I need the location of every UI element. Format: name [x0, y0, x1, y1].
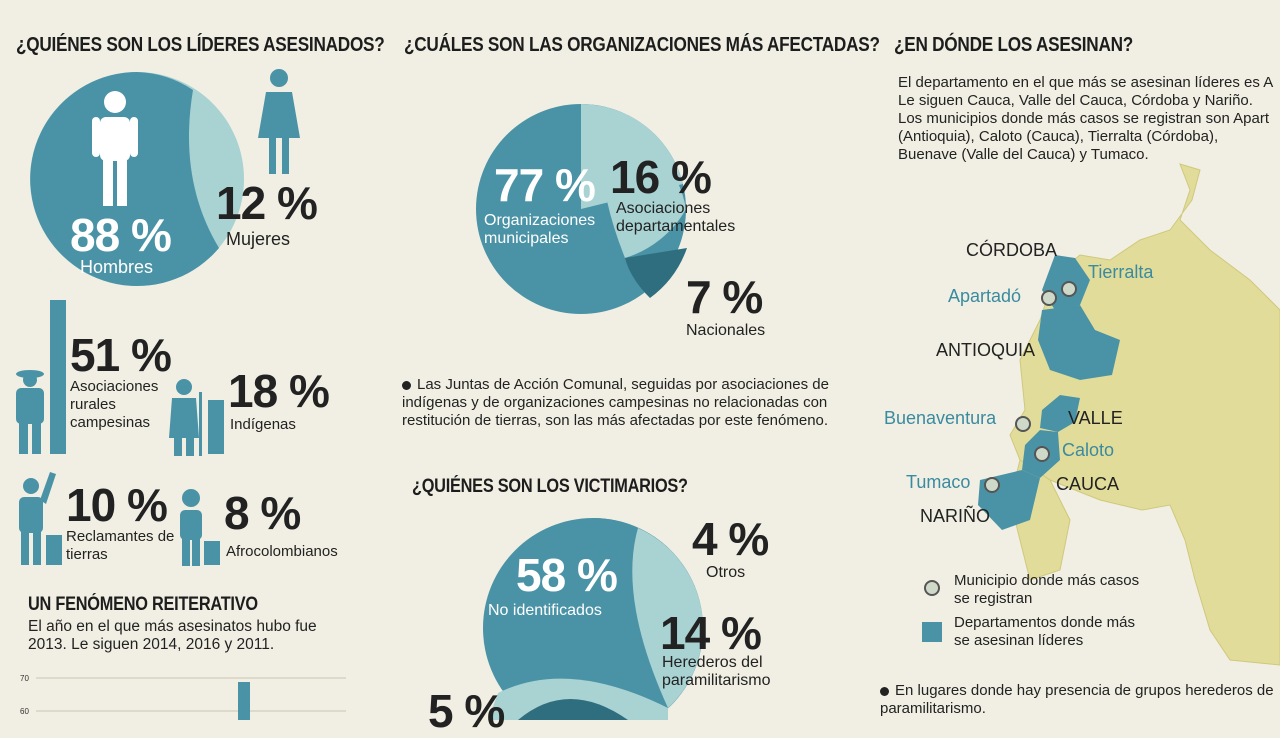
rural-label: Asociaciones rurales campesinas: [70, 378, 159, 431]
trend-title: UN FENÓMENO REITERATIVO: [28, 594, 258, 615]
noid-label: No identificados: [488, 602, 602, 619]
ytick-70: 70: [20, 674, 29, 683]
orgs-note: Las Juntas de Acción Comunal, seguidas p…: [402, 376, 860, 430]
hered-pct: 14 %: [660, 607, 762, 659]
map-note-text: En lugares donde hay presencia de grupos…: [880, 682, 1274, 717]
cordoba-label: CÓRDOBA: [966, 240, 1058, 260]
indig-bar: [208, 400, 224, 454]
reclam-pct: 10 %: [66, 479, 168, 531]
vict-title: ¿QUIÉNES SON LOS VICTIMARIOS?: [412, 476, 688, 497]
legend-square-icon: [922, 622, 942, 642]
noid-pct: 58 %: [516, 549, 618, 601]
indigenous-icon: [169, 379, 202, 456]
bar-2013: [238, 682, 250, 720]
map-note: En lugares donde hay presencia de grupos…: [880, 682, 1280, 718]
afro-bar: [204, 541, 220, 565]
mun-label: Organizaciones municipales: [484, 212, 596, 247]
afro-pct: 8 %: [224, 487, 301, 539]
claimant-icon: [19, 472, 56, 565]
trend-chart: 70 60: [20, 674, 346, 720]
valle-label: VALLE: [1068, 408, 1123, 428]
vict-pie: [483, 518, 703, 720]
indig-label: Indígenas: [230, 416, 296, 433]
legend-mun: Municipio donde más casos se registran: [954, 572, 1140, 607]
hered-label: Herederos del paramilitarismo: [662, 654, 771, 689]
men-pct: 88 %: [70, 209, 172, 261]
nac-label: Nacionales: [686, 322, 766, 339]
rural-pct: 51 %: [70, 329, 172, 381]
afro-label: Afrocolombianos: [226, 543, 338, 560]
national-slice: [625, 248, 687, 298]
orgs-note-text: Las Juntas de Acción Comunal, seguidas p…: [402, 376, 829, 429]
apartado-label: Apartadó: [948, 286, 1022, 306]
farmer-icon: [16, 370, 44, 454]
women-pct: 12 %: [216, 177, 318, 229]
man-icon: [92, 91, 138, 206]
where-text: El departamento en el que más se asesina…: [898, 74, 1273, 163]
apartado-dot: [1041, 290, 1057, 306]
legend-dep: Departamentos donde más se asesinan líde…: [954, 614, 1135, 649]
nac-pct: 7 %: [686, 271, 763, 323]
mun-pct: 77 %: [494, 159, 596, 211]
dep-label: Asociaciones departamentales: [616, 200, 736, 235]
ytick-60: 60: [20, 707, 29, 716]
orgs-pie: [476, 104, 687, 314]
valle-dept: [1040, 395, 1080, 432]
reclam-bar: [46, 535, 62, 565]
colombia-map: [978, 163, 1280, 666]
otros-pct: 4 %: [692, 513, 769, 565]
narino-label: NARIÑO: [920, 506, 991, 526]
antioquia-dept: [1038, 305, 1120, 380]
men-label: Hombres: [80, 257, 154, 277]
rural-bar: [50, 300, 66, 454]
antioquia-label: ANTIOQUIA: [936, 340, 1036, 360]
caloto-dot: [1034, 446, 1050, 462]
otros-label: Otros: [706, 564, 746, 581]
bullet-icon: [402, 380, 411, 390]
trend-text: El año en el que más asesinatos hubo fue…: [28, 618, 317, 653]
leaders-title: ¿QUIÉNES SON LOS LÍDERES ASESINADOS?: [16, 34, 385, 56]
tierralta-label: Tierralta: [1088, 262, 1154, 282]
tierralta-dot: [1061, 281, 1077, 297]
cauca-label: CAUCA: [1056, 474, 1120, 494]
tumaco-label: Tumaco: [906, 472, 971, 492]
orgs-title: ¿CUÁLES SON LAS ORGANIZACIONES MÁS AFECT…: [404, 34, 880, 56]
herederos-slice: [632, 528, 703, 708]
dep-pct: 16 %: [610, 151, 712, 203]
indig-pct: 18 %: [228, 365, 330, 417]
woman-icon: [258, 69, 300, 174]
legend-dot-icon: [924, 580, 940, 596]
caloto-label: Caloto: [1062, 440, 1115, 460]
reclam-label: Reclamantes de tierras: [66, 528, 175, 563]
tumaco-dot: [984, 477, 1000, 493]
afro-icon: [180, 489, 202, 566]
five-pct: 5 %: [428, 685, 505, 737]
women-label: Mujeres: [226, 229, 291, 249]
buenaventura-label: Buenaventura: [884, 408, 997, 428]
buenaventura-dot: [1015, 416, 1031, 432]
where-title: ¿EN DÓNDE LOS ASESINAN?: [894, 34, 1134, 56]
bullet-icon: [880, 686, 889, 696]
